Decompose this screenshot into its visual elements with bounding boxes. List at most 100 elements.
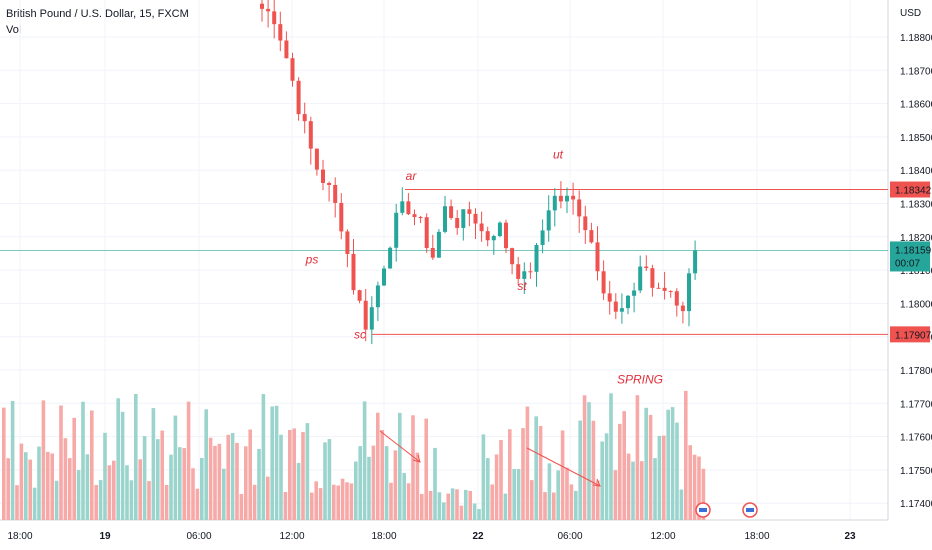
- volume-bar: [32, 487, 37, 520]
- last-price-label: 1.18159: [895, 245, 932, 256]
- x-tick-label: 06:00: [557, 531, 582, 542]
- volume-bar: [679, 489, 684, 520]
- volume-bar: [481, 434, 486, 520]
- candle-body: [516, 264, 521, 279]
- volume-bar: [230, 433, 235, 520]
- volume-bar: [244, 446, 248, 520]
- volume-bar: [173, 415, 178, 520]
- volume-bar: [164, 484, 169, 520]
- annotation-ut: ut: [553, 148, 564, 162]
- annotation-ar: ar: [406, 169, 418, 183]
- y-tick-label: 1.18200: [900, 233, 932, 244]
- volume-bar: [318, 488, 323, 520]
- volume-bar: [41, 400, 46, 520]
- y-tick-label: 1.18000: [900, 299, 932, 310]
- candle-body: [333, 184, 338, 203]
- volume-bar: [116, 398, 120, 520]
- x-tick-label: 18:00: [7, 531, 32, 542]
- volume-bar: [675, 422, 679, 520]
- volume-bar: [556, 470, 560, 520]
- candle-body: [302, 114, 307, 122]
- x-tick-label: 19: [99, 531, 111, 542]
- volume-bar: [688, 445, 692, 520]
- range-high-label: 1.18342: [895, 186, 932, 197]
- volume-bar: [376, 412, 380, 520]
- candle-body: [467, 209, 472, 214]
- flag-stripe: [746, 508, 754, 512]
- candle-body: [424, 217, 429, 248]
- volume-bar: [464, 489, 468, 520]
- volume-bar: [591, 420, 596, 520]
- volume-bar: [670, 407, 675, 520]
- annotation-st: st: [517, 279, 527, 293]
- volume-bar: [582, 395, 587, 520]
- volume-bar: [261, 394, 266, 520]
- candle-body: [461, 209, 466, 228]
- volume-bar: [134, 393, 138, 520]
- volume-bar: [279, 434, 283, 520]
- volume-bar: [305, 423, 310, 520]
- volume-bar: [125, 465, 129, 520]
- volume-bar: [208, 437, 213, 520]
- volume-bar: [24, 452, 28, 520]
- volume-arrow-1: [379, 430, 421, 463]
- candle-body: [418, 216, 423, 218]
- volume-bar: [530, 480, 534, 520]
- candle-body: [296, 80, 301, 115]
- volume-bars: [2, 390, 706, 520]
- volume-bar: [508, 429, 512, 520]
- volume-bar: [169, 454, 173, 520]
- volume-bar: [534, 416, 538, 520]
- candle-body: [607, 293, 612, 302]
- volume-bar: [200, 457, 204, 520]
- y-tick-label: 1.18100: [900, 266, 932, 277]
- volume-bar: [103, 432, 107, 520]
- volume-bar: [477, 509, 481, 520]
- volume-bar: [76, 470, 81, 520]
- candle-body: [510, 248, 515, 265]
- volume-bar: [340, 478, 345, 520]
- volume-bar: [398, 412, 402, 520]
- chart-header: British Pound / U.S. Dollar, 15, FXCM Vo…: [6, 6, 189, 38]
- volume-bar: [90, 410, 94, 520]
- candle-body: [278, 24, 283, 41]
- volume-bar: [644, 407, 648, 520]
- volume-bar: [415, 452, 420, 520]
- volume-bar: [314, 481, 318, 520]
- candle-body: [430, 247, 435, 258]
- annotation-spring: SPRING: [617, 372, 663, 386]
- volume-bar: [239, 493, 244, 520]
- y-tick-label: 1.18300: [900, 200, 932, 211]
- candle-body: [638, 266, 643, 291]
- candle-body: [626, 295, 630, 309]
- candle-body: [290, 58, 295, 81]
- volume-bar: [455, 489, 459, 520]
- volume-bar: [442, 502, 446, 520]
- volume-bar: [68, 458, 72, 520]
- candle-body: [680, 305, 685, 312]
- candle-body: [693, 250, 698, 274]
- volume-bar: [692, 454, 697, 520]
- candle-body: [613, 301, 618, 312]
- candle-body: [619, 308, 624, 312]
- volume-bar: [274, 405, 279, 520]
- volume-bar: [248, 429, 252, 520]
- candle-body: [656, 287, 661, 289]
- volume-bar: [217, 443, 222, 520]
- candle-body: [534, 244, 539, 272]
- y-tick-label: 1.17700: [900, 399, 932, 410]
- volume-bar: [516, 469, 521, 520]
- symbol-title[interactable]: British Pound / U.S. Dollar, 15, FXCM: [6, 8, 189, 20]
- candle-body: [565, 195, 569, 202]
- volume-bar: [292, 428, 296, 520]
- volume-bar: [640, 461, 644, 520]
- candle-body: [473, 213, 478, 224]
- volume-bar: [182, 448, 186, 520]
- volume-bar: [288, 429, 292, 520]
- volume-bar: [178, 447, 182, 520]
- volume-bar: [560, 430, 565, 520]
- volume-bar: [15, 485, 19, 520]
- volume-bar: [63, 438, 68, 520]
- y-tick-label: 1.17400: [900, 499, 932, 510]
